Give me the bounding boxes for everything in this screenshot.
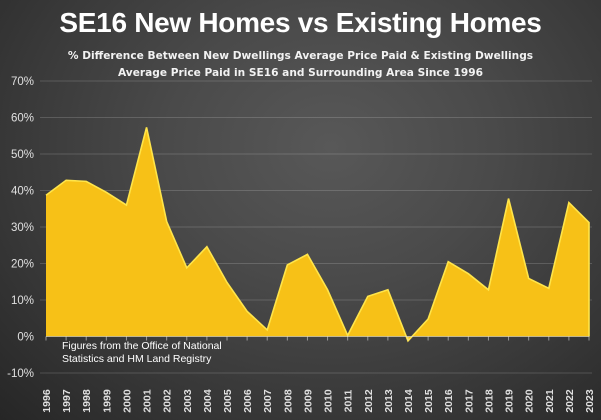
source-note-line-1: Figures from the Office of National bbox=[62, 340, 222, 352]
x-tick-label: 1999 bbox=[101, 389, 113, 413]
y-tick-label: 60% bbox=[11, 113, 34, 125]
chart-title: SE16 New Homes vs Existing Homes bbox=[59, 7, 542, 38]
x-tick-label: 1997 bbox=[61, 389, 73, 413]
x-tick-label: 2017 bbox=[463, 389, 475, 413]
x-tick-label: 1998 bbox=[81, 389, 93, 413]
x-tick-label: 2019 bbox=[504, 389, 516, 413]
y-tick-label: 30% bbox=[11, 222, 34, 234]
x-tick-label: 2002 bbox=[162, 389, 174, 413]
y-tick-label: 20% bbox=[11, 259, 34, 271]
x-tick-label: 2004 bbox=[202, 389, 214, 413]
x-tick-label: 2015 bbox=[423, 389, 435, 413]
y-tick-label: 0% bbox=[17, 332, 34, 344]
chart-subtitle-line-2: Average Price Paid in SE16 and Surroundi… bbox=[117, 67, 484, 79]
x-tick-label: 2014 bbox=[403, 389, 415, 413]
x-axis-tick-labels: 1996 1997 1998 1999 2000 2001 2002 2003 2004 2005… bbox=[41, 389, 596, 413]
chart-subtitle-line-1: % Difference Between New Dwellings Avera… bbox=[67, 50, 534, 62]
y-tick-label: 50% bbox=[11, 149, 34, 161]
x-tick-label: 2001 bbox=[142, 389, 154, 413]
x-tick-label: 2003 bbox=[182, 389, 194, 413]
y-axis-ticks: 70% 60% 50% 40% 30% 20% 10% 0% -10% bbox=[7, 76, 34, 380]
y-tick-label: 70% bbox=[11, 76, 34, 88]
x-tick-label: 2000 bbox=[121, 389, 133, 413]
y-tick-label: 40% bbox=[11, 186, 34, 198]
x-tick-label: 2021 bbox=[544, 389, 556, 413]
x-tick-label: 2020 bbox=[524, 389, 536, 413]
x-tick-label: 1996 bbox=[41, 389, 53, 413]
x-tick-label: 2016 bbox=[443, 389, 455, 413]
y-tick-label: -10% bbox=[7, 368, 34, 380]
x-tick-label: 2013 bbox=[383, 389, 395, 413]
x-axis bbox=[45, 336, 590, 341]
area-fill bbox=[46, 127, 589, 341]
source-note-line-2: Statistics and HM Land Registry bbox=[62, 353, 212, 365]
x-tick-label: 2012 bbox=[363, 389, 375, 413]
x-tick-label: 2018 bbox=[483, 389, 495, 413]
x-tick-label: 2006 bbox=[242, 389, 254, 413]
x-tick-label: 2022 bbox=[564, 389, 576, 413]
x-tick-label: 2010 bbox=[323, 389, 335, 413]
y-tick-label: 10% bbox=[11, 295, 34, 307]
x-tick-label: 2011 bbox=[343, 389, 355, 412]
x-tick-label: 2008 bbox=[282, 389, 294, 413]
area-layer bbox=[45, 127, 590, 343]
x-tick-label: 2005 bbox=[222, 389, 234, 413]
x-tick-label: 2009 bbox=[302, 389, 314, 413]
x-tick-label: 2007 bbox=[262, 389, 274, 413]
x-tick-label: 2023 bbox=[584, 389, 596, 413]
